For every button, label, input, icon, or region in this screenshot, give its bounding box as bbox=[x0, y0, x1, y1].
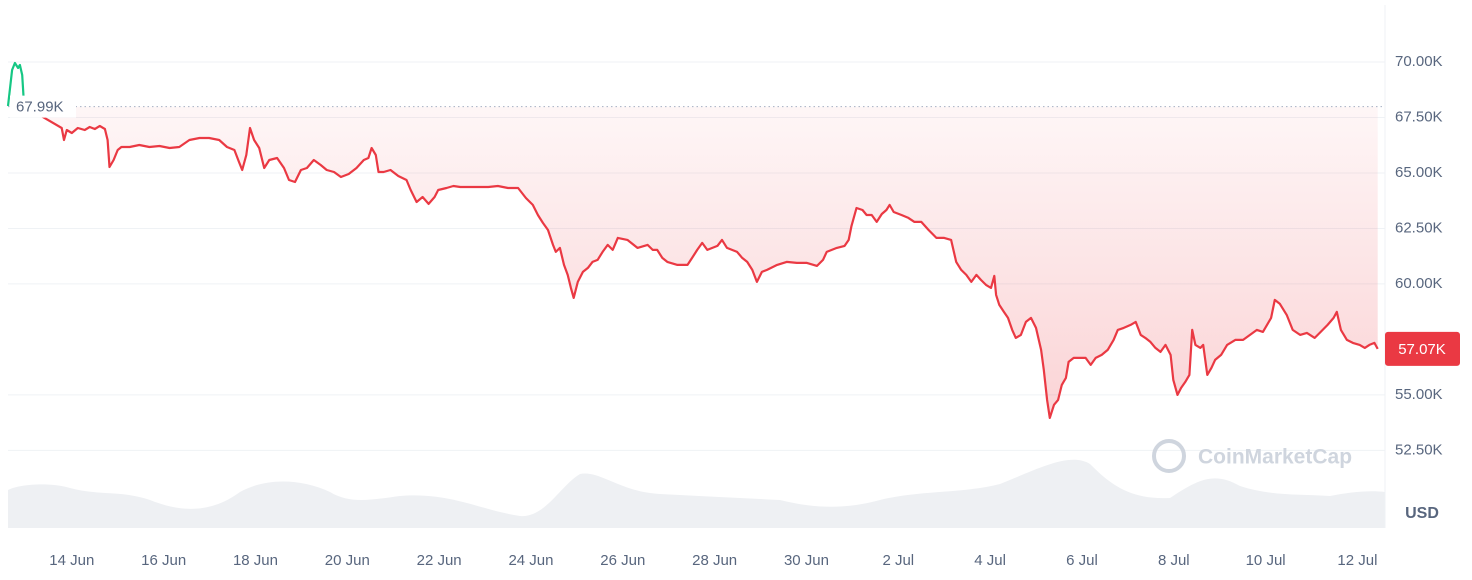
volume-area bbox=[8, 459, 1385, 528]
y-tick-label: 52.50K bbox=[1395, 441, 1443, 458]
current-price-label: 57.07K bbox=[1398, 341, 1446, 358]
x-tick-label: 6 Jul bbox=[1066, 552, 1098, 569]
watermark-logo bbox=[1152, 439, 1186, 473]
x-tick-label: 4 Jul bbox=[974, 552, 1006, 569]
y-tick-label: 62.50K bbox=[1395, 219, 1443, 236]
y-tick-label: 65.00K bbox=[1395, 164, 1443, 181]
x-tick-label: 20 Jun bbox=[325, 552, 370, 569]
y-tick-label: 60.00K bbox=[1395, 275, 1443, 292]
x-tick-label: 14 Jun bbox=[49, 552, 94, 569]
x-tick-label: 10 Jul bbox=[1246, 552, 1286, 569]
y-tick-label: 70.00K bbox=[1395, 53, 1443, 70]
reference-label-bg bbox=[10, 95, 76, 118]
x-tick-label: 2 Jul bbox=[882, 552, 914, 569]
x-tick-label: 26 Jun bbox=[600, 552, 645, 569]
x-tick-label: 18 Jun bbox=[233, 552, 278, 569]
area-fill bbox=[8, 106, 1378, 418]
watermark-text: CoinMarketCap bbox=[1198, 446, 1352, 469]
x-tick-label: 8 Jul bbox=[1158, 552, 1190, 569]
x-tick-label: 30 Jun bbox=[784, 552, 829, 569]
currency-label: USD bbox=[1405, 505, 1439, 522]
x-tick-label: 22 Jun bbox=[417, 552, 462, 569]
x-tick-label: 28 Jun bbox=[692, 552, 737, 569]
x-tick-label: 12 Jul bbox=[1337, 552, 1377, 569]
price-line-down bbox=[23, 106, 1379, 419]
current-price-badge bbox=[1385, 331, 1460, 366]
y-tick-label: 67.50K bbox=[1395, 108, 1443, 125]
y-tick-label: 55.00K bbox=[1395, 386, 1443, 403]
reference-label: 67.99K bbox=[16, 99, 64, 116]
x-tick-label: 16 Jun bbox=[141, 552, 186, 569]
watermark: CoinMarketCap bbox=[1152, 439, 1352, 473]
x-tick-label: 24 Jun bbox=[508, 552, 553, 569]
